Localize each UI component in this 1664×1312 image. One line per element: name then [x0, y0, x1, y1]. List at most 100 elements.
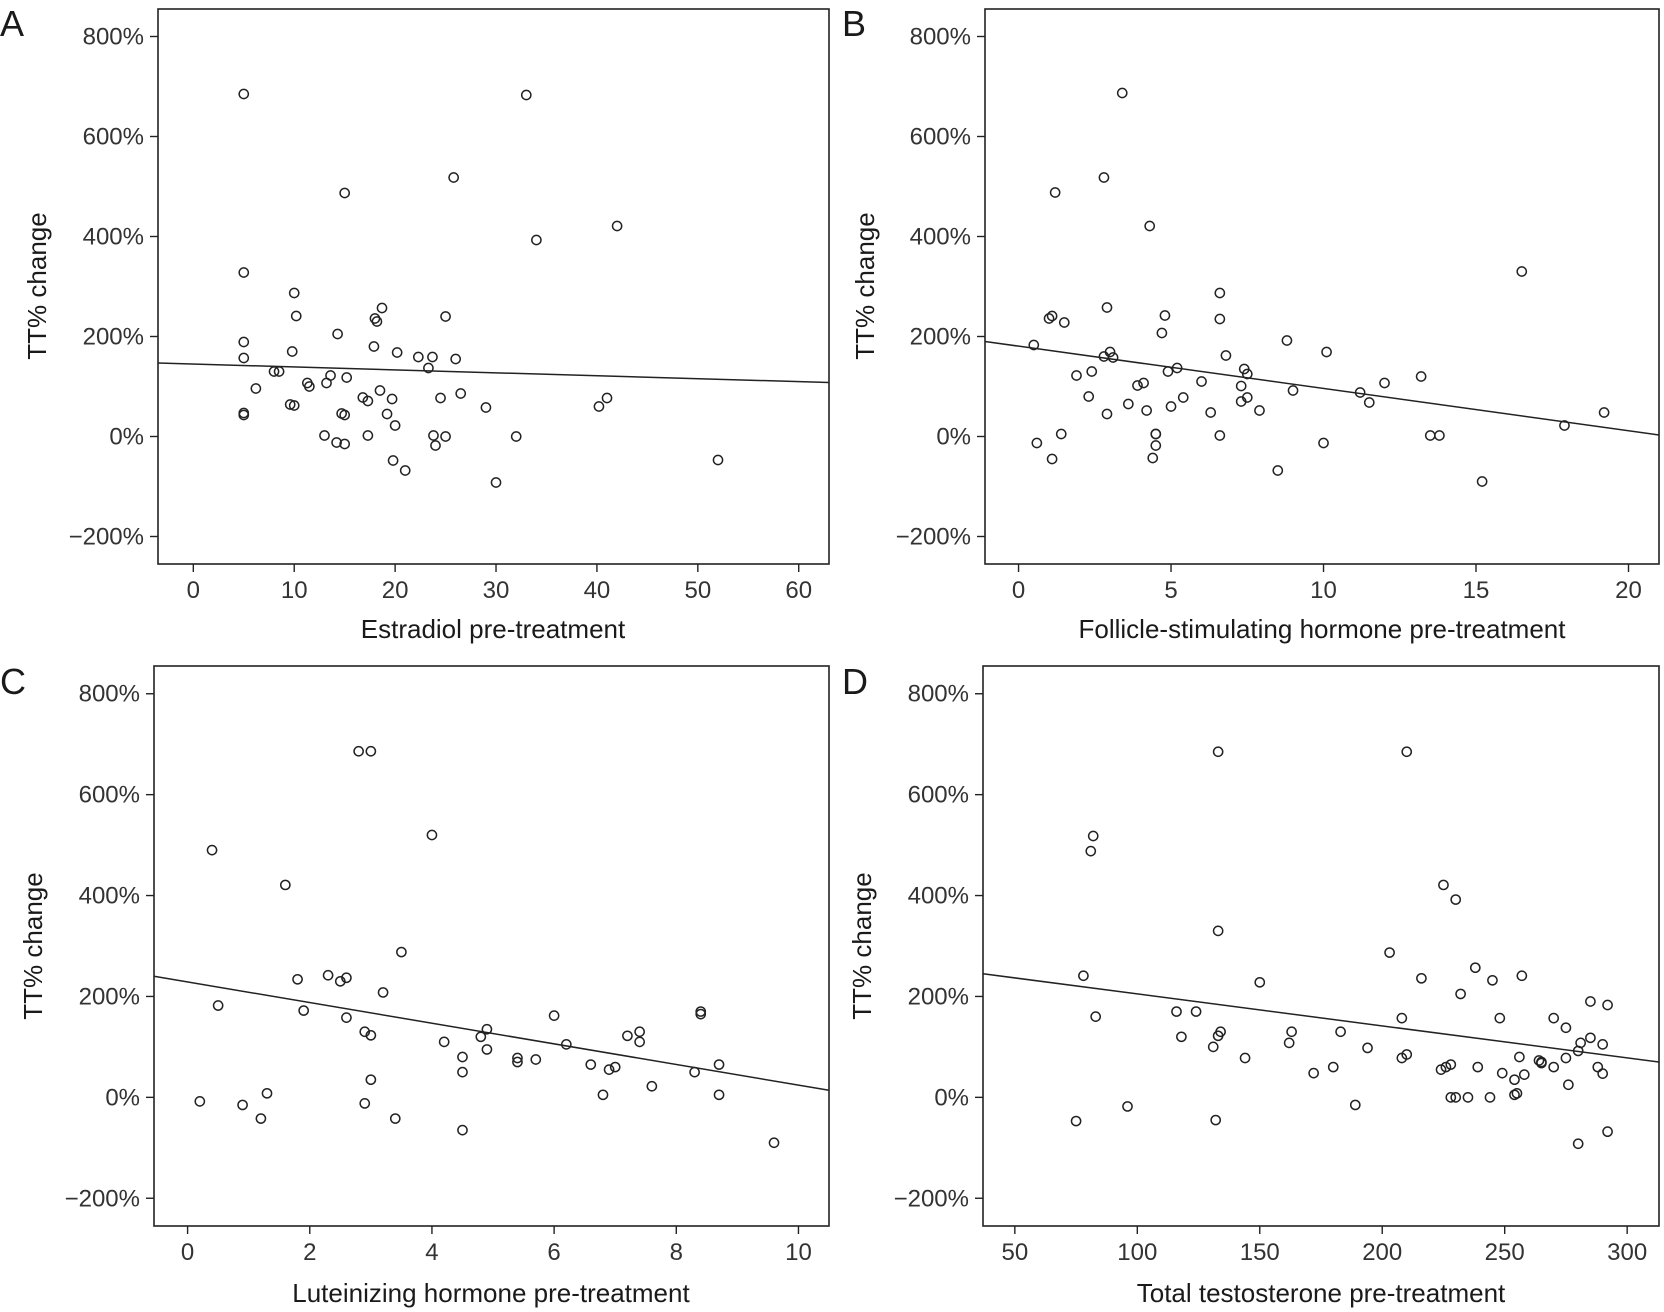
- data-point: [1462, 1092, 1474, 1103]
- data-point: [365, 1029, 377, 1041]
- data-point: [341, 1012, 352, 1023]
- y-tick-label: 200%: [79, 983, 140, 1010]
- data-point: [1476, 476, 1488, 487]
- y-tick-label: 0%: [109, 424, 144, 451]
- data-point: [1241, 368, 1253, 380]
- data-point: [1548, 1012, 1560, 1024]
- data-point: [238, 409, 250, 421]
- data-point: [261, 1087, 273, 1099]
- x-tick-label: 0: [187, 577, 200, 604]
- data-point: [362, 430, 374, 441]
- data-point: [1272, 465, 1284, 476]
- x-tick-label: 50: [1001, 1239, 1028, 1266]
- data-point: [1171, 1006, 1182, 1017]
- y-tick-label: 400%: [83, 224, 144, 251]
- data-point: [1602, 1126, 1613, 1138]
- data-point: [593, 401, 605, 412]
- data-point: [362, 395, 374, 407]
- data-point: [1585, 996, 1596, 1007]
- data-point: [560, 1039, 572, 1050]
- data-point: [1055, 428, 1067, 440]
- data-point: [1560, 1022, 1572, 1034]
- data-point: [481, 1044, 493, 1055]
- x-axis-title: Luteinizing hormone pre-treatment: [292, 1278, 690, 1308]
- data-point: [1469, 962, 1481, 974]
- x-axis-title: Total testosterone pre-treatment: [1137, 1278, 1506, 1308]
- data-point: [1416, 972, 1427, 984]
- data-point: [1597, 1039, 1609, 1050]
- data-point: [601, 392, 613, 404]
- data-point: [597, 1089, 609, 1101]
- data-point: [359, 1026, 371, 1038]
- data-point: [1144, 220, 1156, 232]
- x-tick-label: 6: [547, 1239, 560, 1266]
- data-point: [450, 353, 462, 365]
- data-point: [1101, 302, 1113, 313]
- data-point: [1286, 1026, 1297, 1038]
- x-tick-label: 20: [382, 577, 409, 604]
- x-tick-label: 10: [1310, 577, 1337, 604]
- data-point: [609, 1061, 621, 1073]
- data-point: [1455, 988, 1466, 1000]
- data-point: [339, 187, 351, 199]
- data-point: [1085, 845, 1097, 857]
- data-point: [1484, 1092, 1496, 1103]
- data-point: [365, 1074, 377, 1086]
- ticks: −200% 0% 200% 400% 600% 800% 0 10 20 30 40 50 60: [69, 24, 812, 605]
- data-point: [1212, 925, 1224, 937]
- data-point: [1401, 746, 1413, 758]
- data-point: [1597, 1068, 1609, 1079]
- data-point: [1518, 1069, 1530, 1080]
- data-point: [1602, 999, 1613, 1011]
- data-point: [386, 393, 398, 405]
- data-point: [1585, 1032, 1596, 1044]
- data-point: [273, 366, 285, 377]
- data-point: [238, 352, 250, 364]
- y-tick-label: 400%: [79, 883, 140, 910]
- data-point: [1177, 392, 1189, 403]
- x-tick-label: 250: [1485, 1239, 1525, 1266]
- data-point: [712, 454, 724, 466]
- data-point: [1214, 287, 1226, 299]
- data-point: [1122, 398, 1134, 410]
- data-point: [1058, 317, 1070, 328]
- y-tick-label: 200%: [910, 324, 971, 351]
- data-point: [1516, 970, 1528, 982]
- data-point: [292, 973, 303, 985]
- x-tick-label: 20: [1615, 577, 1642, 604]
- data-point: [1210, 1114, 1222, 1126]
- x-tick-label: 300: [1607, 1239, 1647, 1266]
- data-point: [1487, 974, 1498, 986]
- y-tick-label: 400%: [908, 883, 969, 910]
- data-point: [1308, 1067, 1320, 1079]
- data-point: [359, 1098, 371, 1109]
- data-point: [389, 420, 401, 431]
- data-point: [448, 172, 459, 183]
- data-point: [238, 88, 250, 100]
- data-point: [1494, 1012, 1506, 1024]
- plot-frame: [982, 665, 1660, 1227]
- data-point: [1598, 407, 1610, 418]
- data-point: [1046, 453, 1058, 465]
- data-point: [353, 745, 364, 757]
- data-point: [286, 346, 298, 357]
- y-tick-label: 200%: [908, 983, 969, 1010]
- data-point: [194, 1096, 206, 1107]
- data-point: [713, 1059, 725, 1070]
- data-point: [1415, 371, 1427, 382]
- data-point: [634, 1036, 645, 1048]
- data-point: [1132, 380, 1143, 391]
- data-point: [713, 1089, 725, 1101]
- data-point: [268, 366, 280, 377]
- data-point: [284, 399, 296, 410]
- data-point: [1335, 1026, 1346, 1038]
- data-point: [695, 1008, 707, 1020]
- x-axis-title: Follicle-stimulating hormone pre-treatme…: [1079, 614, 1567, 644]
- data-point: [428, 430, 439, 441]
- data-point: [319, 430, 330, 441]
- data-point: [1070, 1115, 1082, 1127]
- data-point: [1563, 1079, 1574, 1091]
- data-point: [339, 438, 351, 450]
- y-tick-label: −200%: [69, 524, 144, 551]
- data-point: [1235, 380, 1247, 392]
